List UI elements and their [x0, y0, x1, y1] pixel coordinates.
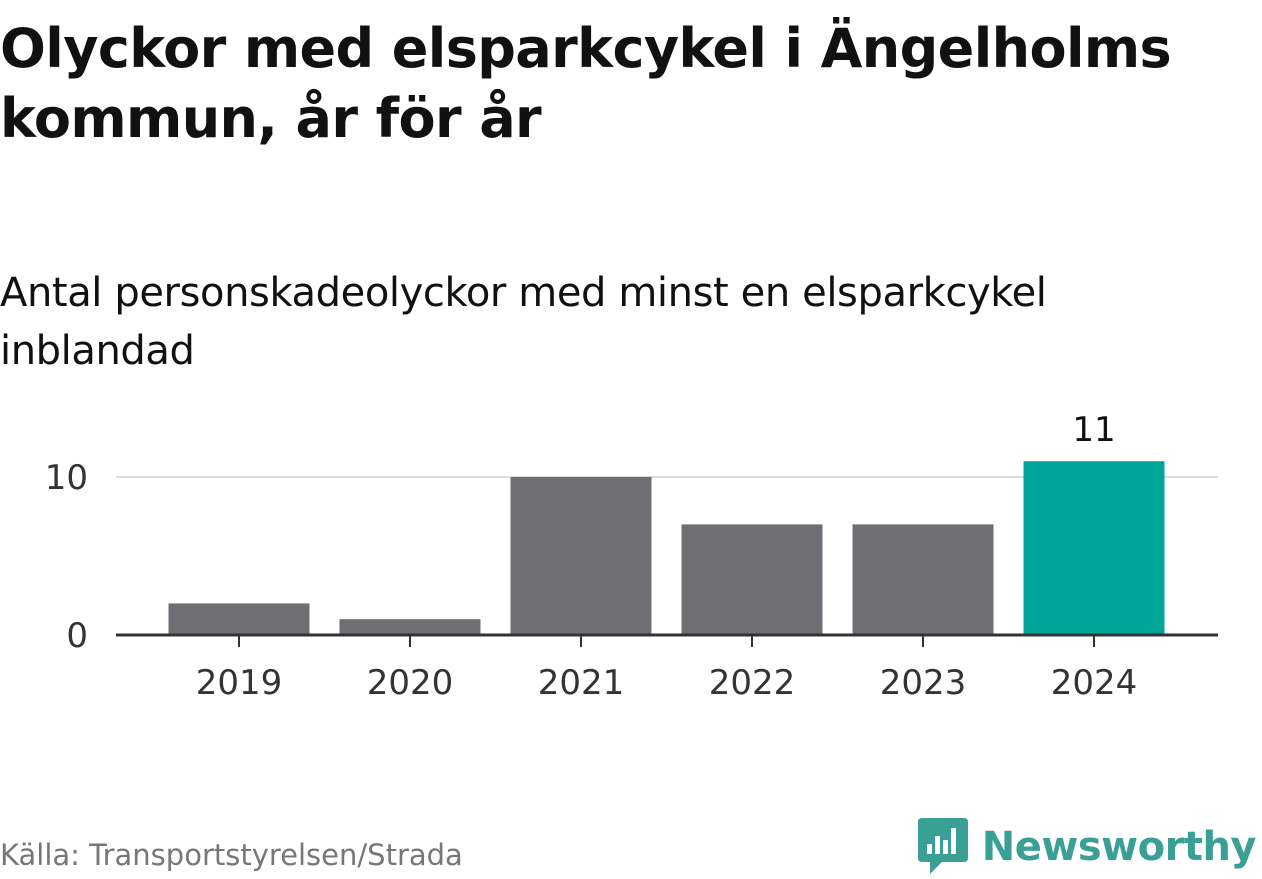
bar-2023	[852, 524, 994, 635]
chart-title: Olyckor med elsparkcykel i Ängelholms ko…	[0, 17, 1172, 150]
x-tick-label-2024: 2024	[1051, 663, 1138, 703]
x-tick-label-2020: 2020	[367, 663, 454, 703]
x-tick-label-2021: 2021	[538, 663, 625, 703]
bar-2024	[1023, 461, 1165, 635]
newsworthy-brand: Newsworthy	[917, 818, 1257, 876]
x-tick-label-2022: 2022	[709, 663, 796, 703]
axes	[116, 633, 1218, 647]
bar-chart: 0 10 2019 2020 2021 2022 2023 2024 11	[45, 410, 1218, 703]
newsworthy-logo-icon	[917, 818, 968, 874]
bar-2020	[339, 619, 481, 635]
bar-2022	[681, 524, 823, 635]
y-tick-label-0: 0	[66, 616, 88, 656]
bars	[168, 461, 1165, 635]
labels: 0 10 2019 2020 2021 2022 2023 2024 11	[45, 410, 1138, 703]
data-label-2024: 11	[1072, 410, 1115, 450]
brand-name: Newsworthy	[981, 824, 1257, 870]
source-note: Källa: Transportstyrelsen/Strada	[0, 838, 463, 872]
x-tick-label-2023: 2023	[880, 663, 967, 703]
y-tick-label-10: 10	[45, 458, 88, 498]
bar-2019	[168, 603, 310, 635]
x-tick-label-2019: 2019	[196, 663, 283, 703]
chart-subtitle: Antal personskadeolyckor med minst en el…	[0, 270, 1047, 374]
bar-2021	[510, 477, 652, 635]
